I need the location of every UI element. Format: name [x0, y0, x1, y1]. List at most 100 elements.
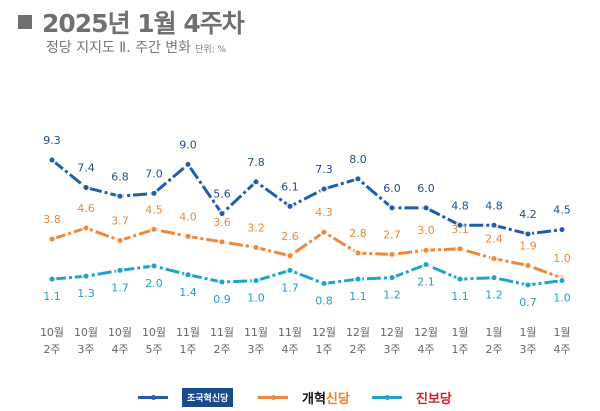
- x-tick-label: 2주: [485, 343, 502, 356]
- data-point: [185, 161, 191, 167]
- data-point: [253, 179, 259, 185]
- data-point: [49, 276, 55, 282]
- unit-label: 단위: %: [195, 45, 227, 55]
- data-point: [423, 247, 429, 253]
- series-line-1: [51, 158, 563, 236]
- data-label: 4.5: [145, 203, 163, 216]
- data-point: [457, 222, 463, 228]
- data-point: [457, 246, 463, 252]
- data-label: 2.6: [281, 230, 299, 243]
- data-label: 3.2: [247, 221, 265, 234]
- data-label: 4.8: [485, 199, 503, 212]
- data-point: [389, 275, 395, 281]
- x-tick-label: 4주: [417, 343, 434, 356]
- data-label: 7.3: [315, 163, 333, 176]
- x-tick-label: 3주: [247, 343, 264, 356]
- data-label: 0.8: [315, 295, 333, 308]
- data-point: [117, 238, 123, 244]
- x-tick-label: 1주: [451, 343, 468, 356]
- data-label: 1.1: [349, 290, 367, 303]
- x-tick-label: 12월: [312, 326, 336, 339]
- data-label: 3.0: [417, 224, 435, 237]
- x-tick-label: 10월: [108, 326, 132, 339]
- data-label: 3.8: [43, 213, 61, 226]
- x-tick-label: 1월: [519, 326, 536, 339]
- data-label: 2.0: [145, 277, 163, 290]
- x-tick-label: 11월: [210, 326, 234, 339]
- x-tick-label: 1주: [315, 343, 332, 356]
- x-tick-label: 11월: [244, 326, 268, 339]
- x-tick-label: 10월: [74, 326, 98, 339]
- data-point: [185, 233, 191, 239]
- data-point: [525, 231, 531, 237]
- data-point: [253, 244, 259, 250]
- data-label: 0.7: [519, 296, 537, 309]
- data-point: [355, 276, 361, 282]
- x-tick-label: 2주: [349, 343, 366, 356]
- data-label: 1.0: [247, 292, 265, 305]
- data-label: 1.0: [553, 252, 571, 265]
- x-tick-label: 12월: [414, 326, 438, 339]
- x-tick-label: 12월: [380, 326, 404, 339]
- x-tick-label: 4주: [111, 343, 128, 356]
- data-point: [491, 256, 497, 262]
- legend-item-2: 개혁신당: [258, 388, 350, 407]
- data-point: [525, 263, 531, 269]
- legend-label-part: 개혁: [302, 392, 326, 407]
- data-point: [83, 185, 89, 191]
- x-tick-label: 2주: [213, 343, 230, 356]
- data-label: 8.0: [349, 153, 367, 166]
- data-point: [253, 278, 259, 284]
- title-square-icon: [18, 15, 32, 29]
- data-point: [151, 190, 157, 196]
- data-point: [49, 236, 55, 242]
- data-label: 7.8: [247, 156, 265, 169]
- data-label: 9.3: [43, 134, 61, 147]
- x-tick-label: 1월: [553, 326, 570, 339]
- data-point: [117, 193, 123, 199]
- x-tick-label: 10월: [40, 326, 64, 339]
- data-point: [559, 278, 565, 284]
- data-label: 7.0: [145, 167, 163, 180]
- data-point: [151, 226, 157, 232]
- legend-label: 진보당: [416, 392, 452, 407]
- data-point: [83, 225, 89, 231]
- data-point: [219, 279, 225, 285]
- x-tick-label: 5주: [145, 343, 162, 356]
- data-point: [321, 186, 327, 192]
- data-label: 7.4: [77, 162, 95, 175]
- data-point: [117, 267, 123, 273]
- data-point: [321, 229, 327, 235]
- x-tick-label: 4주: [281, 343, 298, 356]
- data-point: [287, 203, 293, 209]
- data-label: 4.3: [315, 206, 333, 219]
- data-label: 4.5: [553, 204, 571, 217]
- legend-line-icon: [258, 395, 288, 400]
- data-label: 3.6: [213, 216, 231, 229]
- data-label: 1.3: [77, 287, 95, 300]
- page-title: 2025년 1월 4주차: [18, 4, 245, 40]
- data-point: [355, 250, 361, 256]
- data-point: [355, 176, 361, 182]
- data-label: 1.7: [111, 281, 129, 294]
- x-tick-label: 3주: [77, 343, 94, 356]
- data-point: [389, 205, 395, 211]
- data-label: 4.6: [77, 202, 95, 215]
- data-label: 3.1: [451, 223, 469, 236]
- x-tick-label: 12월: [346, 326, 370, 339]
- x-tick-label: 4주: [553, 343, 570, 356]
- legend-item-3: 진보당: [372, 388, 452, 407]
- data-point: [491, 222, 497, 228]
- data-point: [287, 253, 293, 259]
- legend-label-part: 신당: [325, 392, 350, 407]
- data-label: 0.9: [213, 293, 231, 306]
- data-point: [559, 227, 565, 233]
- data-point: [321, 281, 327, 287]
- x-tick-label: 1월: [451, 326, 468, 339]
- line-chart: 9.3 7.4 6.8 7.0 9.0 5.6 7.8 6.1 7.3 8.0 6.0 6.0 4.8 4…: [40, 134, 571, 356]
- data-point: [185, 272, 191, 278]
- data-label: 1.0: [553, 292, 571, 305]
- data-label: 6.0: [383, 182, 401, 195]
- data-point: [83, 273, 89, 279]
- x-tick-label: 10월: [142, 326, 166, 339]
